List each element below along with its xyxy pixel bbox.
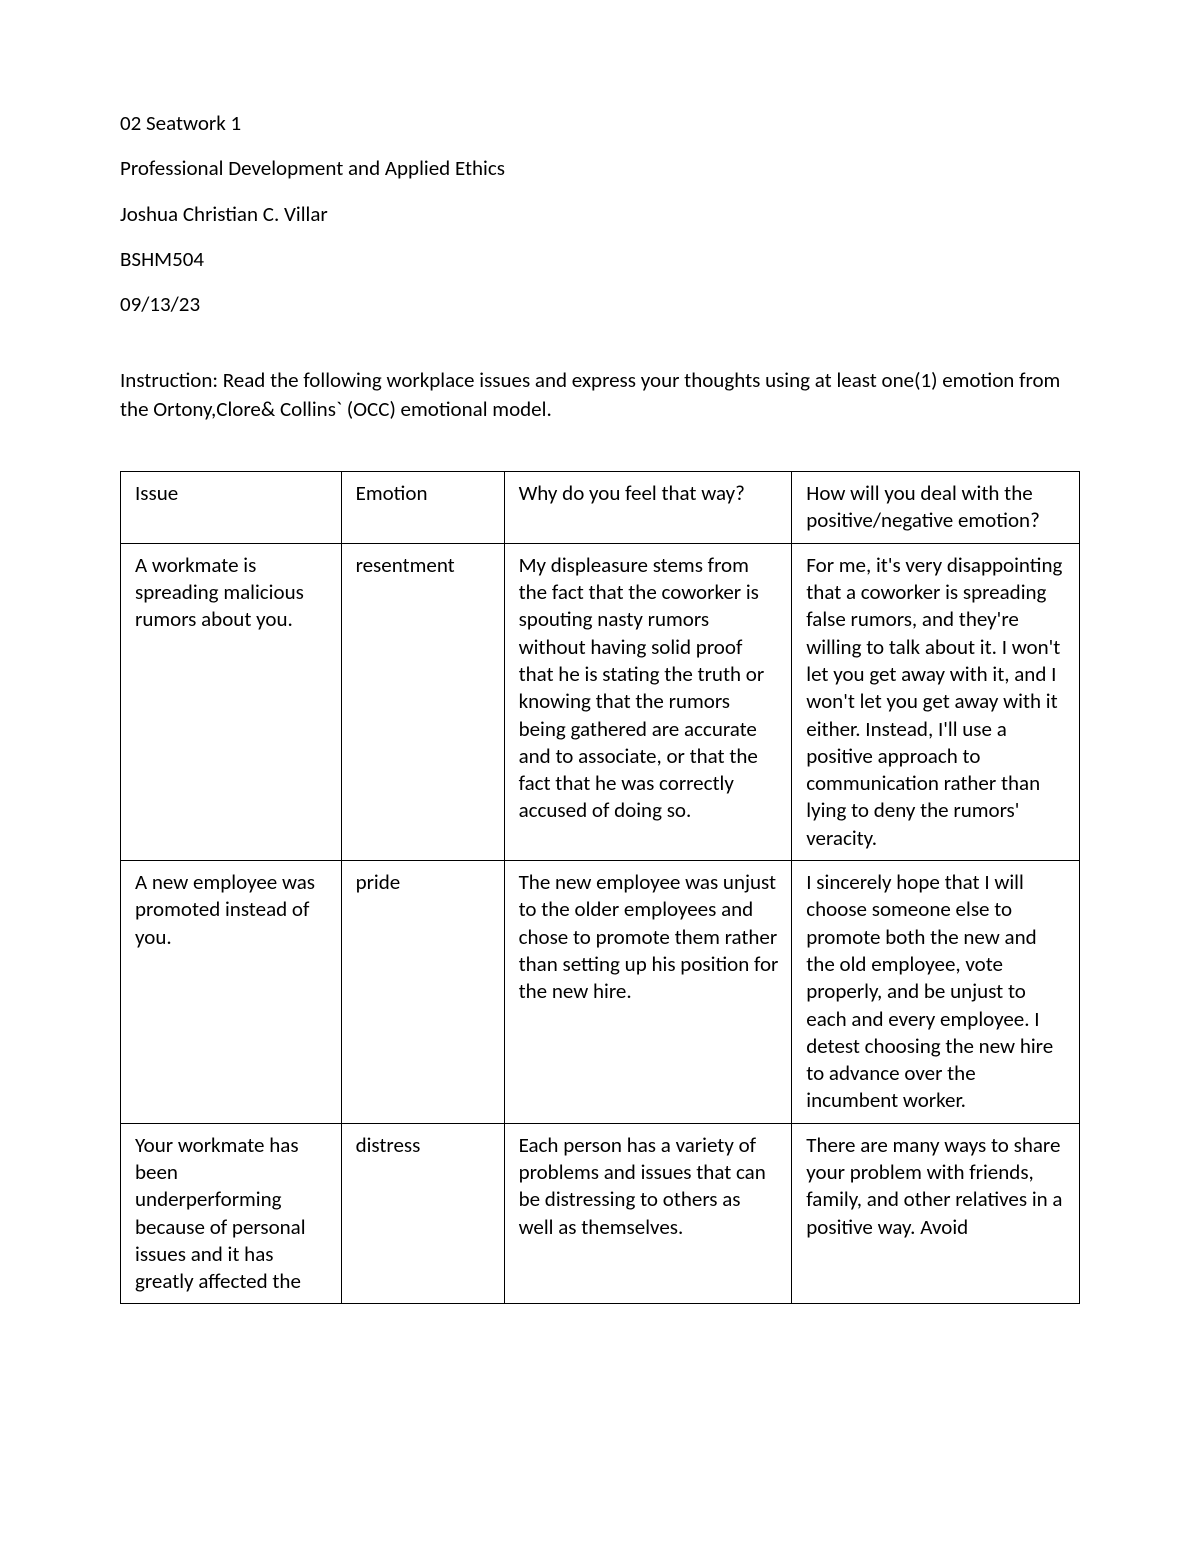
doc-date: 09/13/23 (120, 291, 1080, 318)
doc-title: 02 Seatwork 1 (120, 110, 1080, 137)
cell-emotion: resentment (341, 543, 504, 860)
header-deal: How will you deal with the positive/nega… (792, 472, 1080, 544)
doc-section: BSHM504 (120, 246, 1080, 273)
header-issue: Issue (121, 472, 342, 544)
table-header-row: Issue Emotion Why do you feel that way? … (121, 472, 1080, 544)
doc-author: Joshua Christian C. Villar (120, 201, 1080, 228)
cell-emotion: pride (341, 861, 504, 1124)
header-emotion: Emotion (341, 472, 504, 544)
cell-why: Each person has a variety of problems an… (504, 1123, 792, 1304)
document-page: 02 Seatwork 1 Professional Development a… (0, 0, 1200, 1553)
cell-issue: A workmate is spreading malicious rumors… (121, 543, 342, 860)
cell-deal: For me, it's very disappointing that a c… (792, 543, 1080, 860)
cell-emotion: distress (341, 1123, 504, 1304)
cell-why: My displeasure stems from the fact that … (504, 543, 792, 860)
issues-table: Issue Emotion Why do you feel that way? … (120, 471, 1080, 1304)
doc-course: Professional Development and Applied Eth… (120, 155, 1080, 182)
cell-issue: A new employee was promoted instead of y… (121, 861, 342, 1124)
header-why: Why do you feel that way? (504, 472, 792, 544)
table-row: Your workmate has been underperforming b… (121, 1123, 1080, 1304)
instruction-text: Instruction: Read the following workplac… (120, 366, 1080, 423)
table-row: A new employee was promoted instead of y… (121, 861, 1080, 1124)
cell-deal: I sincerely hope that I will choose some… (792, 861, 1080, 1124)
cell-issue: Your workmate has been underperforming b… (121, 1123, 342, 1304)
table-row: A workmate is spreading malicious rumors… (121, 543, 1080, 860)
cell-why: The new employee was unjust to the older… (504, 861, 792, 1124)
cell-deal: There are many ways to share your proble… (792, 1123, 1080, 1304)
